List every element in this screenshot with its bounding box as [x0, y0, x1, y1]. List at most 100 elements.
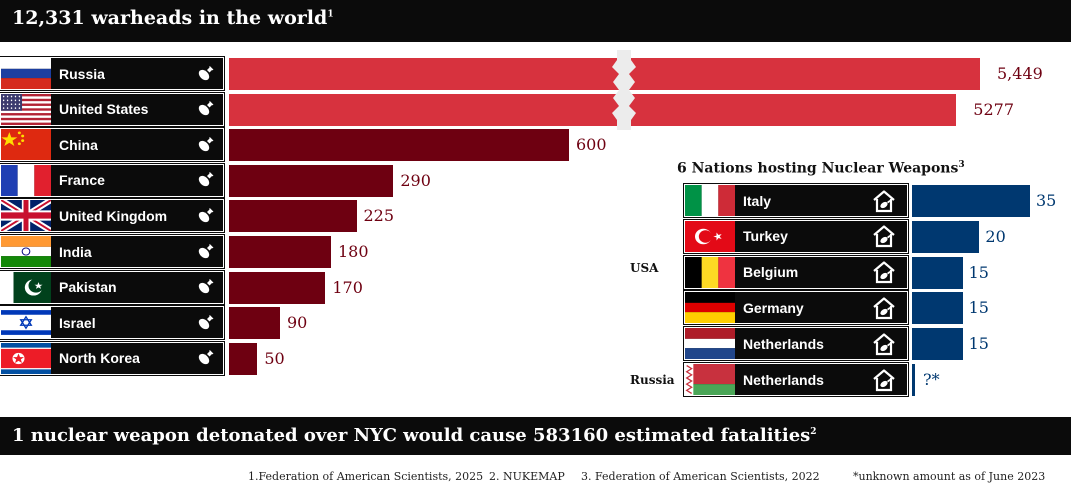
bomb-icon: [195, 170, 215, 190]
bomb-icon: [195, 206, 215, 226]
country-label-israel: Israel: [0, 305, 225, 341]
source-note-2: 2. NUKEMAP: [489, 470, 565, 483]
country-name: Italy: [743, 192, 772, 209]
footer-statement: 1 nuclear weapon detonated over NYC woul…: [12, 425, 817, 446]
bomb-icon: [195, 242, 215, 262]
bar-united-states: [229, 93, 957, 126]
bar-north-korea: [229, 342, 258, 375]
host-label-belgium: Belgium: [683, 254, 909, 290]
bomb-icon: [195, 348, 215, 368]
bar-united-kingdom: [229, 200, 357, 233]
germany-flag: [685, 292, 735, 324]
usa-flag: [1, 93, 51, 125]
host-label-germany: Germany: [683, 290, 909, 326]
host-label-netherlands: Netherlands: [683, 362, 909, 397]
house-bomb-icon: [871, 259, 897, 285]
bar-russia: [229, 58, 980, 90]
host-value-germany: 15: [968, 298, 989, 318]
value-label-united-kingdom: 225: [363, 206, 395, 226]
bar-china: [229, 129, 569, 162]
china-flag: [1, 129, 51, 161]
country-name: Israel: [59, 314, 96, 331]
hosting-chart-title: 6 Nations hosting Nuclear Weapons3: [677, 160, 965, 177]
bar-israel: [229, 307, 280, 340]
source-note-3: 3. Federation of American Scientists, 20…: [581, 470, 820, 483]
bomb-icon: [195, 313, 215, 333]
host-value-italy: 35: [1036, 191, 1057, 210]
group-label-russia: Russia: [630, 373, 675, 387]
bomb-icon: [195, 135, 215, 155]
pakistan-flag: [1, 271, 51, 303]
house-bomb-icon: [871, 188, 897, 214]
title-band: 12,331 warheads in the world1: [0, 0, 1071, 42]
host-bar-netherlands: [912, 364, 915, 396]
belarus-flag: [685, 364, 735, 395]
north-korea-flag: [1, 342, 51, 374]
italy-flag: [685, 185, 735, 216]
bar-india: [229, 236, 331, 268]
axis-break-icon: [612, 50, 636, 130]
country-name: Pakistan: [59, 279, 117, 296]
bar-france: [229, 164, 394, 197]
country-name: Russia: [59, 65, 105, 82]
host-bar-turkey: [912, 220, 980, 253]
value-label-north-korea: 50: [264, 348, 285, 368]
host-label-netherlands: Netherlands: [683, 326, 909, 362]
host-value-netherlands: 15: [968, 334, 989, 354]
host-value-netherlands: ?*: [923, 370, 940, 389]
house-bomb-icon: [871, 223, 897, 249]
value-label-russia: 5,449: [997, 64, 1043, 83]
host-bar-belgium: [912, 256, 963, 289]
country-name: Belgium: [743, 264, 799, 281]
value-label-united-states: 5277: [973, 99, 1014, 119]
israel-flag: [1, 307, 51, 339]
belgium-flag: [685, 256, 735, 288]
country-name: China: [59, 136, 98, 153]
country-name: United States: [59, 101, 149, 118]
russia-flag: [1, 58, 51, 89]
bomb-icon: [195, 277, 215, 297]
country-name: United Kingdom: [59, 207, 168, 224]
country-label-china: China: [0, 127, 225, 163]
chart-title: 12,331 warheads in the world1: [12, 7, 334, 29]
host-value-belgium: 15: [968, 262, 989, 282]
house-bomb-icon: [871, 295, 897, 321]
group-label-usa: USA: [630, 261, 659, 275]
unknown-note: *unknown amount as of June 2023: [853, 470, 1046, 483]
host-bar-germany: [912, 292, 963, 325]
value-label-china: 600: [576, 135, 607, 155]
house-bomb-icon: [871, 331, 897, 357]
country-label-north-korea: North Korea: [0, 340, 225, 376]
value-label-pakistan: 170: [332, 277, 363, 297]
country-label-russia: Russia: [0, 56, 225, 91]
country-name: Netherlands: [743, 371, 824, 388]
source-note-1: 1.Federation of American Scientists, 202…: [248, 470, 484, 483]
country-label-pakistan: Pakistan: [0, 269, 225, 305]
bomb-icon: [195, 99, 215, 119]
host-label-turkey: Turkey: [683, 218, 909, 254]
footer-band: 1 nuclear weapon detonated over NYC woul…: [0, 417, 1071, 455]
bomb-icon: [195, 64, 215, 84]
country-name: India: [59, 243, 92, 260]
host-value-turkey: 20: [985, 226, 1006, 246]
france-flag: [1, 164, 51, 196]
host-bar-netherlands: [912, 328, 963, 361]
country-label-united-states: United States: [0, 91, 225, 127]
country-name: Netherlands: [743, 335, 824, 352]
value-label-france: 290: [400, 170, 431, 190]
value-label-israel: 90: [287, 313, 308, 333]
turkey-flag: [685, 220, 735, 252]
bar-pakistan: [229, 271, 326, 304]
india-flag: [1, 236, 51, 267]
value-label-india: 180: [338, 242, 369, 261]
netherlands-flag: [685, 328, 735, 360]
host-bar-italy: [912, 185, 1030, 217]
house-bomb-icon: [871, 367, 897, 393]
country-label-united-kingdom: United Kingdom: [0, 198, 225, 234]
uk-flag: [1, 200, 51, 232]
country-name: Germany: [743, 299, 804, 316]
country-label-france: France: [0, 162, 225, 198]
country-name: North Korea: [59, 350, 140, 367]
host-label-italy: Italy: [683, 183, 909, 218]
country-label-india: India: [0, 234, 225, 269]
